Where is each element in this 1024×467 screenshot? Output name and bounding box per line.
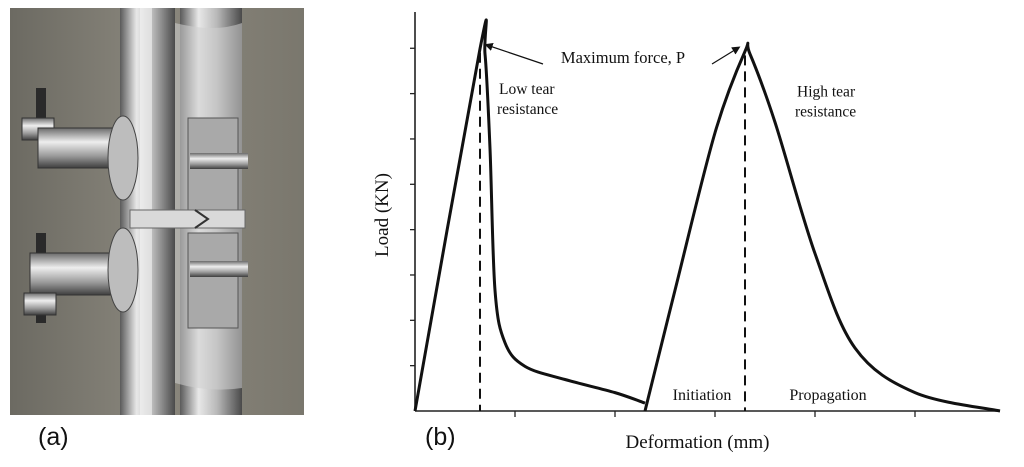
propagation-label: Propagation (789, 387, 866, 404)
x-axis-label: Deformation (mm) (625, 432, 769, 453)
series-line-2 (643, 41, 1001, 413)
chart-curves (413, 18, 1001, 413)
peak-label-line: High tear (797, 83, 856, 100)
y-axis-label: Load (KN) (372, 173, 393, 257)
grip-photo (10, 8, 304, 415)
panel-label-a: (a) (38, 423, 69, 451)
max-force-label: Maximum force, P (561, 48, 685, 67)
peak-label-line: Low tear (499, 81, 555, 98)
max-force-arrow-left (484, 42, 544, 65)
peak-label-line: resistance (795, 103, 856, 120)
max-force-arrow-right (711, 46, 741, 65)
initiation-label: Initiation (673, 387, 732, 404)
chart-guides (479, 52, 746, 411)
peak-label-1: Low tear resistance (497, 81, 558, 118)
chart-annotations: Low tear resistance High tear resistance Max… (484, 42, 867, 404)
chart-ticks (410, 47, 916, 417)
panel-label-b: (b) (425, 423, 456, 451)
series-line-1 (413, 18, 646, 412)
peak-label-2: High tear resistance (795, 83, 856, 120)
chart-axes: Deformation (mm) Load (KN) (372, 12, 1000, 453)
tear-chart: Deformation (mm) Load (KN) Low tear resist… (372, 12, 1001, 453)
peak-label-line: resistance (497, 101, 558, 118)
